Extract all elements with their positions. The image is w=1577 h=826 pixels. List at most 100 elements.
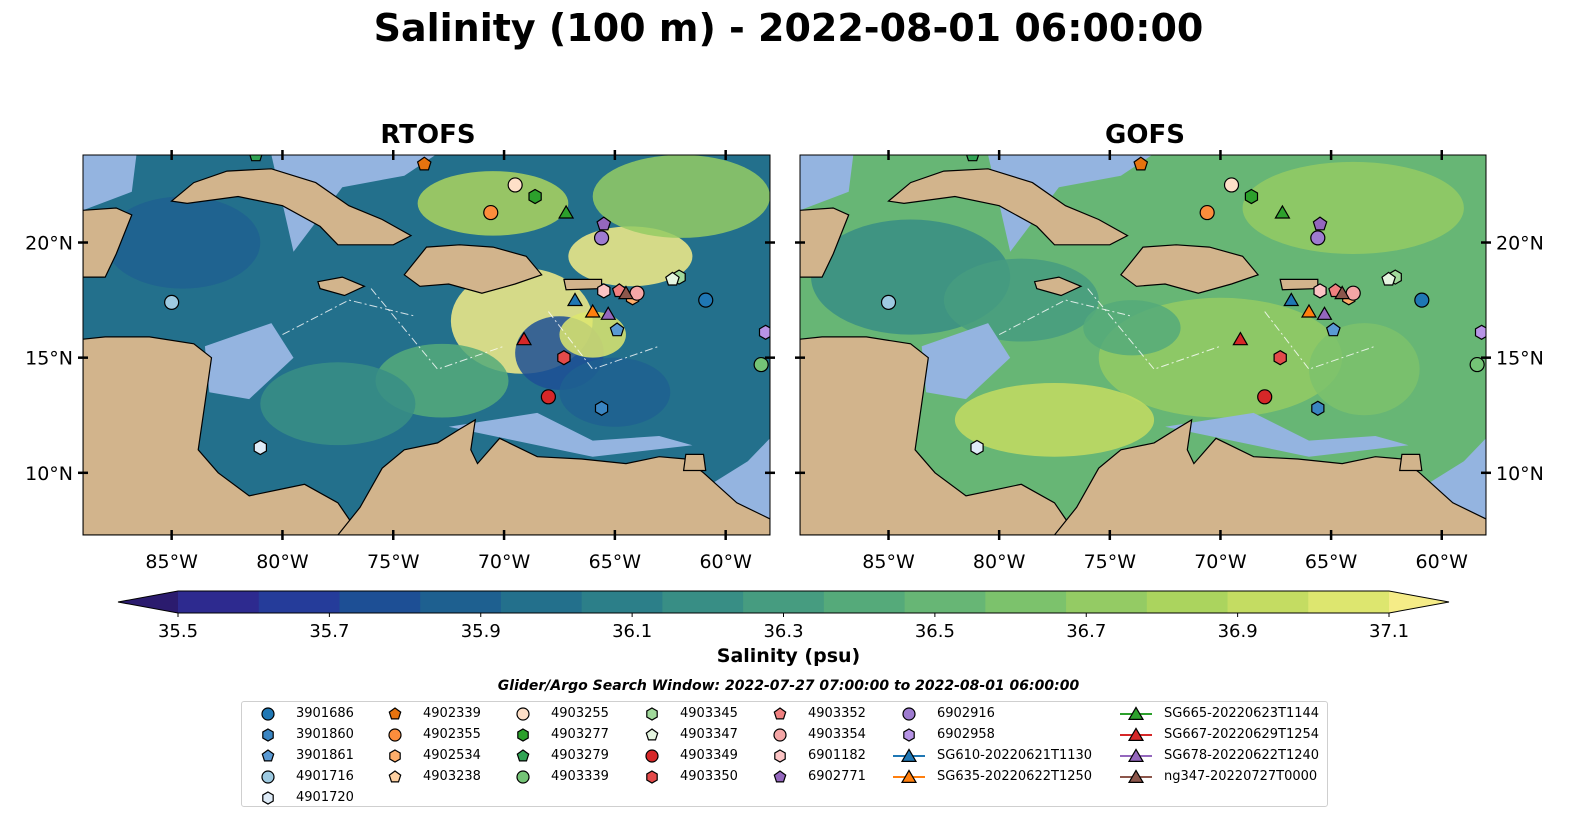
rtofs-land-yucatan bbox=[83, 207, 133, 278]
gofs-land-southam bbox=[1053, 418, 1486, 535]
colorbar-tick-label: 35.5 bbox=[158, 621, 198, 642]
colorbar-band bbox=[500, 591, 583, 613]
rtofs-marker-3901860 bbox=[594, 400, 609, 416]
gofs-marker-4902339 bbox=[1133, 156, 1149, 171]
legend-symbol bbox=[262, 791, 274, 805]
rtofs-lon-tick-label: 70°W bbox=[478, 551, 531, 573]
legend-symbol bbox=[1120, 727, 1152, 741]
legend-label: 4902355 bbox=[423, 727, 481, 742]
legend-symbol bbox=[388, 770, 402, 783]
legend-symbol bbox=[516, 707, 530, 721]
colorbar-tick-label: 35.7 bbox=[309, 621, 349, 642]
legend-label: 6902916 bbox=[937, 706, 995, 721]
gofs-marker-4903349 bbox=[1257, 389, 1273, 405]
figure-title: Salinity (100 m) - 2022-08-01 06:00:00 bbox=[373, 6, 1204, 50]
gofs-marker-4903339 bbox=[1469, 356, 1485, 373]
legend-marker bbox=[900, 769, 918, 783]
colorbar-tick-label: 36.9 bbox=[1218, 621, 1258, 642]
legend-marker bbox=[646, 707, 658, 721]
legend-marker bbox=[516, 770, 530, 784]
lat-tick-label: 20°N bbox=[25, 233, 73, 255]
legend-marker bbox=[1127, 706, 1145, 720]
legend-label: 4903349 bbox=[680, 748, 738, 763]
gofs-salinity-feature bbox=[954, 383, 1155, 457]
legend-label: 4903350 bbox=[680, 769, 738, 784]
rtofs-marker-4902339 bbox=[416, 156, 432, 171]
colorbar-band bbox=[1227, 591, 1309, 613]
legend-label: 3901861 bbox=[296, 748, 354, 763]
gofs-boundary-line bbox=[1264, 311, 1376, 370]
legend-marker bbox=[1127, 727, 1145, 741]
gofs-marker-SG610-20220621T1130 bbox=[1283, 292, 1300, 307]
gofs-land-jamaica bbox=[1033, 276, 1083, 297]
legend-label: 4903347 bbox=[680, 727, 738, 742]
legend-label: ng347-20220727T0000 bbox=[1164, 769, 1318, 784]
legend-symbol bbox=[893, 748, 925, 762]
gofs-lon-tick-label: 75°W bbox=[1084, 551, 1137, 573]
rtofs-land-southam bbox=[337, 418, 770, 535]
lat-tick-label: 10°N bbox=[25, 463, 73, 485]
rtofs-land-hispaniola bbox=[403, 244, 543, 294]
legend-symbol bbox=[261, 707, 275, 721]
legend-marker bbox=[261, 770, 275, 784]
legend-label: 4901720 bbox=[296, 790, 354, 805]
legend-marker bbox=[388, 770, 402, 783]
colorbar-band bbox=[743, 591, 825, 613]
colorbar-band bbox=[1066, 591, 1148, 613]
legend-symbol bbox=[902, 707, 916, 721]
rtofs-marker-6901182 bbox=[597, 283, 611, 299]
gofs-marker-4903350 bbox=[1273, 350, 1287, 366]
legend-marker bbox=[516, 749, 530, 762]
legend-symbol bbox=[903, 728, 915, 742]
gofs-marker-3901686 bbox=[1414, 292, 1430, 308]
legend-label: 4902534 bbox=[423, 748, 481, 763]
colorbar-band bbox=[985, 591, 1067, 613]
gofs-map bbox=[800, 155, 1486, 535]
gofs-boundary-line bbox=[1087, 288, 1221, 370]
legend-symbol bbox=[517, 728, 529, 742]
rtofs-marker-6902771 bbox=[596, 216, 612, 231]
legend-symbol bbox=[388, 707, 402, 720]
legend-marker bbox=[773, 707, 787, 720]
colorbar-band bbox=[420, 591, 502, 613]
legend: 3901686 3901860 3901861 4901716 4901720 49023… bbox=[241, 701, 1328, 807]
gofs-marker-4903279 bbox=[965, 155, 980, 162]
gofs-marker-4903277 bbox=[1244, 188, 1259, 205]
legend-label: 4903279 bbox=[551, 748, 609, 763]
legend-symbol bbox=[262, 728, 274, 742]
gofs-lon-tick-label: 60°W bbox=[1416, 551, 1469, 573]
rtofs-salinity-feature bbox=[559, 357, 671, 427]
rtofs-marker-4901716 bbox=[164, 294, 180, 310]
legend-marker bbox=[773, 728, 787, 742]
gofs-marker-SG665-20220623T1144 bbox=[1274, 204, 1291, 219]
colorbar-band bbox=[339, 591, 421, 613]
colorbar-low-extend bbox=[118, 591, 178, 613]
legend-symbol bbox=[645, 728, 659, 741]
colorbar: 35.5 35.7 35.9 36.1 36.3 36.5 36.7 36.9 37.1 bbox=[117, 590, 1450, 642]
legend-symbol bbox=[646, 770, 658, 784]
legend-marker bbox=[261, 707, 275, 721]
gofs-marker-SG678-20220622T1240 bbox=[1316, 306, 1333, 320]
colorbar-band bbox=[823, 591, 906, 613]
legend-label: SG667-20220629T1254 bbox=[1164, 727, 1320, 742]
legend-symbol bbox=[773, 707, 787, 720]
gofs-marker-4901720 bbox=[970, 439, 984, 456]
legend-symbol bbox=[774, 749, 786, 763]
legend-label: 4903354 bbox=[808, 727, 866, 742]
legend-marker bbox=[1127, 769, 1145, 783]
lat-tick-label: 15°N bbox=[1496, 348, 1544, 370]
rtofs-map bbox=[83, 155, 770, 535]
legend-symbol bbox=[1120, 706, 1152, 720]
gofs-land-hispaniola bbox=[1120, 244, 1260, 294]
gofs-marker-SG667-20220629T1254 bbox=[1232, 331, 1249, 346]
legend-marker bbox=[902, 707, 916, 721]
lat-tick-label: 20°N bbox=[1496, 233, 1544, 255]
rtofs-marker-SG667-20220629T1254 bbox=[515, 331, 533, 346]
rtofs-salinity-feature bbox=[260, 362, 416, 446]
colorbar-band bbox=[662, 591, 744, 613]
gofs-marker-SG635-20220622T1250 bbox=[1300, 303, 1317, 318]
legend-marker bbox=[262, 728, 274, 742]
legend-label: SG678-20220622T1240 bbox=[1164, 748, 1320, 763]
legend-label: 4903277 bbox=[551, 727, 609, 742]
legend-marker bbox=[903, 728, 915, 742]
